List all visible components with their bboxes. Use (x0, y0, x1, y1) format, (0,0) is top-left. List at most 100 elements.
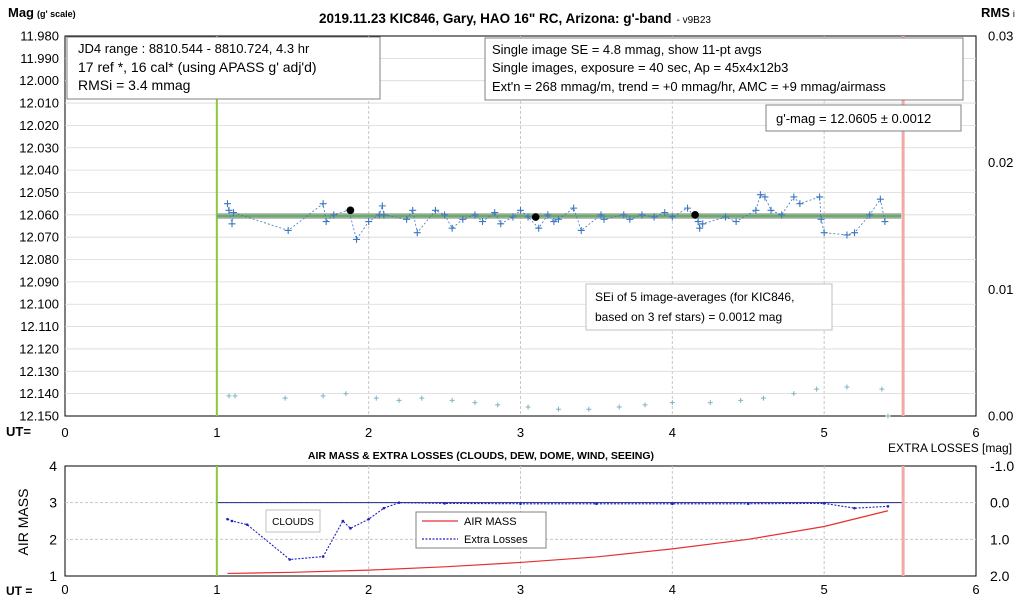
mag-point (778, 211, 786, 219)
mag-point (650, 213, 658, 221)
top-y2-tick-label: 0.01 (988, 282, 1013, 297)
extra-losses-point (226, 517, 229, 521)
bottom-y2label: EXTRA LOSSES [mag] (888, 441, 1012, 455)
rms-point (419, 395, 425, 401)
clouds-label: CLOUDS (272, 517, 314, 528)
bottom-x-tick-label: 6 (972, 582, 979, 597)
extra-losses-point (245, 523, 249, 526)
rms-point (555, 406, 561, 412)
mag-point (626, 215, 634, 223)
mag-point (330, 211, 338, 219)
bottom-x-tick-label: 3 (517, 582, 524, 597)
bottom-xlabel: UT = (6, 584, 32, 598)
top-y-tick-label: 11.990 (20, 51, 59, 66)
rms-point (879, 386, 885, 392)
bottom-x-ticks: 0 1 2 3 4 5 6 (61, 582, 979, 597)
rms-point (707, 400, 713, 406)
top-y-tick-label: 12.050 (19, 185, 59, 200)
mag-point (761, 193, 769, 201)
rms-point (586, 406, 592, 412)
top-y-tick-label: 12.080 (19, 252, 59, 267)
top-y2-tick-label: 0.02 (988, 155, 1013, 170)
mag-point (448, 224, 456, 232)
rms-point (885, 413, 891, 419)
top-y-tick-label: 12.150 (19, 409, 59, 424)
mag-point (353, 235, 361, 243)
top-y-tick-label: 12.110 (20, 319, 59, 334)
top-y-tick-label: 12.020 (19, 118, 59, 133)
mag-point (230, 209, 238, 217)
top-title: 2019.11.23 KIC846, Gary, HAO 16" RC, Ari… (319, 11, 711, 26)
bottom-title: AIR MASS & EXTRA LOSSES (CLOUDS, DEW, DO… (308, 450, 654, 462)
top-y-tick-label: 12.070 (19, 230, 59, 245)
mag-point (441, 211, 449, 219)
top-x-tick-label: 3 (517, 425, 524, 440)
extra-losses-point (853, 506, 856, 510)
top-y-tick-label: 12.040 (19, 163, 59, 178)
legend-losses-label: Extra Losses (464, 534, 528, 546)
mag-point (225, 206, 233, 214)
top-x-tick-label: 4 (669, 425, 676, 440)
mag-point (322, 218, 330, 226)
top-y-tick-label: 12.000 (19, 73, 59, 88)
rms-point (226, 393, 232, 399)
top-y-ticks: 11.980 11.990 12.000 12.010 12.020 12.030 12.0… (19, 29, 59, 424)
rms-point (814, 386, 820, 392)
sei-box: SEi of 5 image-averages (for KIC846, bas… (585, 283, 833, 331)
rms-point (282, 395, 288, 401)
mag-point (756, 191, 764, 199)
top-y2label: RMS i (981, 5, 1015, 20)
mag-point (790, 193, 798, 201)
bottom-y2-ticks: -1.0 0.0 1.0 2.0 (990, 458, 1014, 584)
extra-losses-point (321, 555, 325, 558)
rms-point (760, 395, 766, 401)
mag-point (535, 224, 543, 232)
mag-point (554, 215, 562, 223)
extra-losses-point (822, 502, 826, 505)
bottom-legend: AIR MASS Extra Losses (415, 511, 547, 549)
extra-losses-point (367, 517, 370, 521)
mag-point (817, 215, 825, 223)
top-chart: 11.980 11.990 12.000 12.010 12.020 12.030 12.0… (6, 5, 1015, 440)
mag-point (378, 202, 386, 210)
info-right-line-3: Ext'n = 268 mmag/m, trend = +0 mmag/hr, … (492, 79, 886, 94)
mag-point (620, 211, 628, 219)
top-y-tick-label: 12.140 (19, 386, 59, 401)
top-ylabel: Mag (g' scale) (8, 5, 76, 20)
rms-point (396, 397, 402, 403)
bottom-y-tick-label: 4 (49, 458, 57, 474)
info-box-right: Single image SE = 4.8 mmag, show 11-pt a… (484, 37, 964, 101)
mag-point (431, 206, 439, 214)
rms-point (669, 400, 675, 406)
mag-point (694, 218, 702, 226)
clouds-label-box: CLOUDS (265, 509, 321, 533)
mag-point (365, 218, 373, 226)
rms-point (525, 404, 531, 410)
bottom-ylabel: AIR MASS (15, 489, 31, 556)
mag-point (413, 229, 421, 237)
extra-losses-point (886, 505, 890, 508)
mag-point (284, 226, 292, 234)
mag-point (597, 211, 605, 219)
top-y-tick-label: 12.130 (19, 364, 59, 379)
mag-point (517, 206, 524, 214)
top-x-tick-label: 0 (61, 425, 68, 440)
top-y2-tick-label: 0.03 (988, 29, 1013, 44)
mag-point (816, 193, 824, 201)
bottom-y-tick-label: 2 (49, 531, 57, 547)
mag-point (509, 213, 517, 221)
top-x-ticks: 0 1 2 3 4 5 6 (61, 425, 979, 440)
mag-point (497, 220, 505, 228)
top-series (223, 191, 891, 419)
extra-losses-point (230, 519, 234, 523)
top-x-tick-label: 1 (213, 425, 220, 440)
avg-point (346, 206, 355, 215)
mag-point (600, 215, 608, 223)
bottom-y2-tick-label: 2.0 (990, 568, 1010, 584)
bottom-y2-tick-label: 0.0 (990, 495, 1010, 511)
bottom-x-tick-label: 1 (213, 582, 220, 597)
top-y-tick-label: 11.980 (20, 29, 59, 44)
top-y-tick-label: 12.120 (19, 341, 59, 356)
